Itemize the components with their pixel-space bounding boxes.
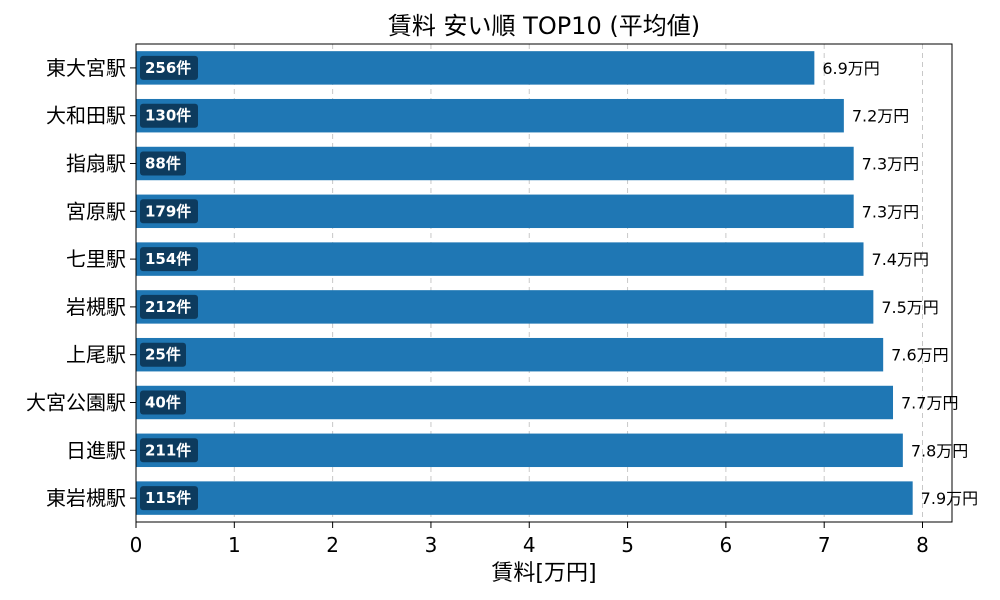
- count-label: 115件: [145, 489, 191, 507]
- value-label: 7.2万円: [852, 107, 909, 126]
- value-label: 7.9万円: [921, 489, 978, 508]
- count-label: 130件: [145, 107, 191, 125]
- count-badge: [140, 199, 198, 224]
- bar: [136, 433, 903, 468]
- bar: [136, 385, 894, 420]
- axes: [135, 43, 953, 523]
- x-tick-label: 8: [916, 533, 929, 557]
- y-tick-label: 七里駅: [66, 247, 126, 271]
- x-tick-label: 3: [425, 533, 438, 557]
- bar: [136, 146, 854, 181]
- y-tick-label: 東岩槻駅: [46, 486, 126, 510]
- count-badge: [140, 390, 186, 415]
- count-badge: [140, 438, 198, 463]
- count-label: 211件: [145, 441, 191, 459]
- count-label: 179件: [145, 202, 191, 220]
- x-tick-label: 2: [326, 533, 339, 557]
- x-tick-label: 4: [523, 533, 536, 557]
- count-label: 40件: [145, 394, 181, 412]
- x-tick-label: 6: [720, 533, 733, 557]
- count-badge: [140, 342, 186, 367]
- bars: 256件 6.9万円 130件 7.2万円 88件 7.3万円 179件 7.3万円 154件 7…: [136, 51, 978, 515]
- bar: [136, 242, 864, 276]
- value-label: 6.9万円: [822, 59, 879, 78]
- count-label: 88件: [145, 155, 181, 173]
- y-tick-label: 大和田駅: [46, 104, 126, 128]
- value-label: 7.5万円: [881, 298, 938, 317]
- count-badge: [140, 486, 198, 511]
- count-label: 256件: [145, 59, 191, 77]
- y-tick-label: 指扇駅: [66, 152, 126, 176]
- bar: [136, 290, 874, 324]
- count-badge: [140, 103, 198, 128]
- value-label: 7.7万円: [901, 394, 958, 413]
- value-label: 7.3万円: [862, 155, 919, 174]
- x-axis-label: 賃料[万円]: [491, 561, 596, 586]
- plot-frame: [135, 43, 953, 523]
- count-label: 25件: [145, 346, 181, 364]
- y-tick-label: 東大宮駅: [46, 56, 126, 80]
- count-badge: [140, 151, 186, 176]
- count-label: 212件: [145, 298, 191, 316]
- value-label: 7.6万円: [891, 346, 948, 365]
- x-tick-label: 0: [130, 533, 143, 557]
- bar: [136, 481, 913, 515]
- x-ticks: 0 1 2 3 4 5 6 7 8: [130, 522, 929, 557]
- bar: [136, 51, 815, 85]
- count-badge: [140, 55, 198, 80]
- x-tick-label: 5: [621, 533, 634, 557]
- x-tick-label: 7: [818, 533, 831, 557]
- value-label: 7.3万円: [862, 202, 919, 221]
- value-label: 7.8万円: [911, 441, 968, 460]
- y-tick-label: 宮原駅: [66, 199, 126, 223]
- y-tick-label: 日進駅: [66, 438, 126, 462]
- count-badge: [140, 247, 198, 272]
- bar: [136, 98, 844, 133]
- bar: [136, 337, 884, 372]
- chart-title: 賃料 安い順 TOP10 (平均値): [388, 12, 700, 40]
- count-badge: [140, 294, 198, 319]
- y-tick-label: 大宮公園駅: [26, 391, 126, 415]
- x-tick-label: 1: [228, 533, 241, 557]
- value-label: 7.4万円: [872, 250, 929, 269]
- bar: [136, 194, 854, 229]
- y-tick-label: 上尾駅: [66, 343, 126, 367]
- y-tick-label: 岩槻駅: [66, 295, 126, 319]
- count-label: 154件: [145, 250, 191, 268]
